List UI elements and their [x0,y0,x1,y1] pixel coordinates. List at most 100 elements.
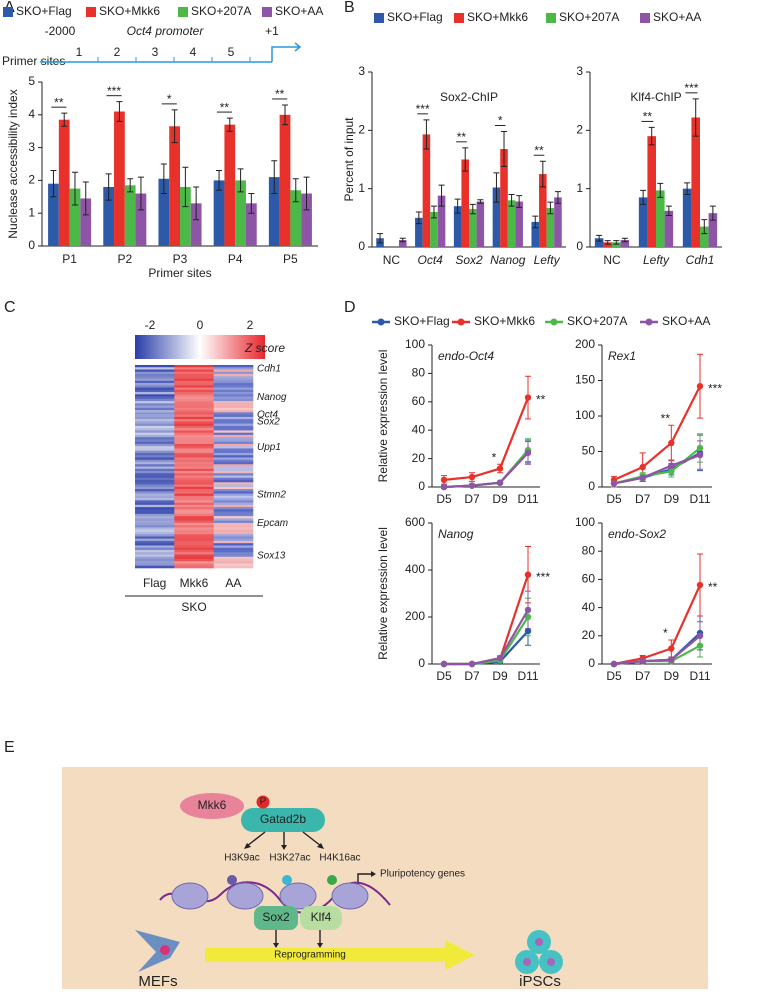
legend-swatch [640,13,650,23]
y-tick-label: 40 [582,600,596,614]
significance-label: * [663,626,668,640]
heatmap-row [174,549,214,553]
series-line [444,616,529,666]
heatmap-row [213,443,254,447]
x-tick-label: D11 [689,492,710,506]
error-bar [50,170,57,198]
heatmap-row [135,396,175,400]
bar [430,212,438,247]
heatmap-row [213,461,254,465]
x-tick-label: D9 [492,492,508,506]
histone-mark: H3K9ac [224,853,260,864]
heatmap-row [135,466,175,470]
series-line [613,447,701,485]
point [696,642,704,649]
error-bar [226,117,233,132]
heatmap-row [213,450,254,454]
x-tick-label: Nanog [490,253,526,267]
heatmap-row [174,412,214,415]
error-bar [665,205,672,216]
heatmap-row [174,509,214,512]
bar [594,238,604,247]
histone-mark: H3K27ac [269,853,310,864]
heatmap-row [174,507,214,510]
heatmap-row [135,378,175,382]
heatmap-row [213,401,254,404]
heatmap-row [135,477,175,481]
error-bar [648,126,655,146]
error-bar [613,240,620,245]
point [496,654,504,662]
heatmap-row [135,520,175,524]
heatmap-row [174,513,214,517]
significance-label: ** [708,580,718,594]
heatmap-row [213,498,254,501]
bar [700,226,709,247]
arrow-heads [244,843,376,948]
heatmap-row [135,529,175,533]
error-bar [532,215,539,229]
heatmap-row [174,441,214,445]
significance-label: *** [708,381,722,395]
point [696,382,704,390]
heatmap-row [174,374,214,377]
y-tick-label: 2 [28,173,35,187]
chart-title: Sox2-ChIP [440,90,498,104]
heatmap-row [135,385,175,388]
heatmap-row [174,419,214,422]
bar [620,240,630,247]
error-bar [554,191,561,204]
kinase-shape [180,793,244,819]
x-tick-label: D7 [635,492,651,506]
significance-label: *** [536,570,550,584]
heatmap-row [213,480,254,483]
heatmap-row [135,522,175,526]
series-line [613,634,701,666]
heatmap-row [135,475,175,479]
heatmap-row [213,419,254,422]
point [524,449,532,457]
mark-dot [227,875,237,885]
bar [415,217,423,247]
bar [103,186,115,246]
error-bar [423,119,430,150]
factor-label: Sox2 [262,910,290,924]
legend-swatch [546,13,556,23]
heatmap-row [135,450,175,454]
y-tick-label: 100 [405,337,425,351]
heatmap-row [135,434,175,438]
y-tick-label: 80 [412,366,426,380]
error-bar [516,195,523,208]
bar [268,177,280,246]
factor-shape [300,906,342,930]
y-tick-label: 2 [358,123,365,137]
heatmap-row [174,464,214,467]
heatmap-row [174,531,214,535]
bar [290,190,302,246]
error-bar [71,171,78,206]
heatmap-row [174,540,214,544]
heatmap-row [213,432,254,436]
y-tick-label: 100 [575,515,595,529]
heatmap-row [213,525,254,528]
heatmap-row [135,563,175,567]
heatmap-row [174,520,214,524]
heatmap-row [135,484,175,488]
bar [301,193,312,246]
arrows [246,831,372,944]
heatmap-row [213,500,254,503]
heatmap-row [174,398,214,402]
heatmap-row [135,500,175,503]
heatmap-row [135,554,175,558]
y-tick-label: 20 [412,451,426,465]
point [639,463,646,471]
heatmap-row [174,383,214,386]
heatmap-row [174,561,214,564]
heatmap-row [174,482,214,485]
heatmap-row [213,547,254,551]
bar [461,159,469,247]
significance-label: *** [416,102,430,116]
start-label: MEFs [138,973,177,990]
heatmap-row [174,486,214,490]
heatmap-row [213,468,254,472]
